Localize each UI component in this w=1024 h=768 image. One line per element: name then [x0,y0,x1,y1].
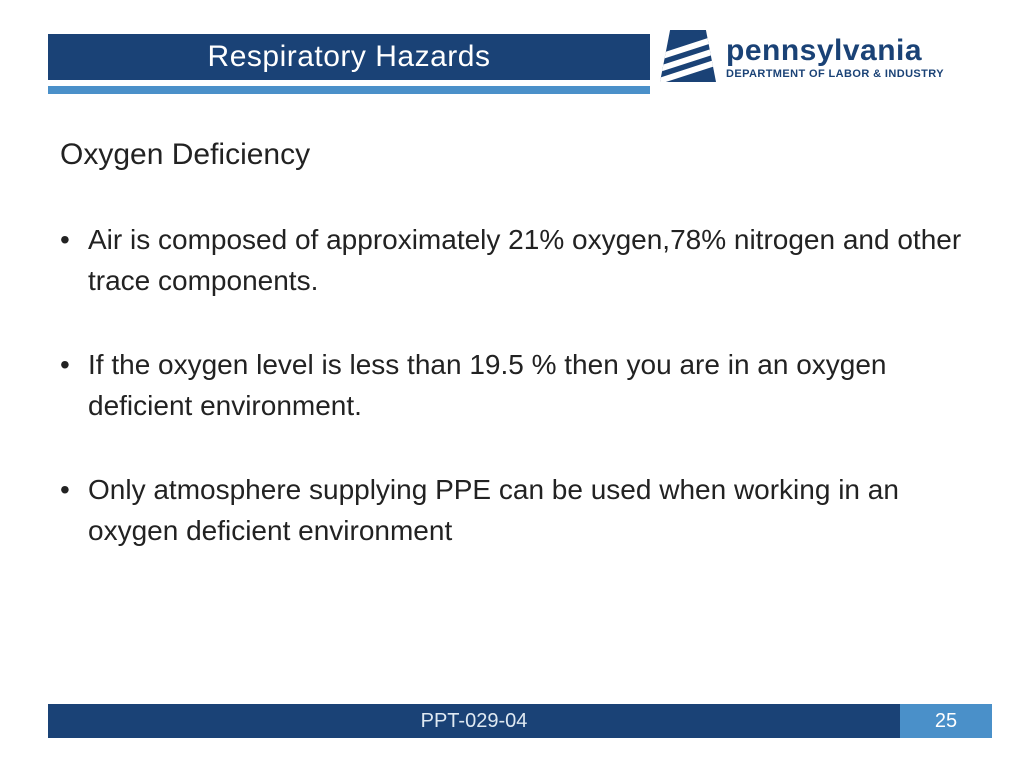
brand-logo: pennsylvania DEPARTMENT OF LABOR & INDUS… [660,30,944,86]
keystone-icon [660,30,716,86]
brand-text: pennsylvania DEPARTMENT OF LABOR & INDUS… [726,35,944,80]
subtitle: Oxygen Deficiency [60,138,976,172]
footer-code: PPT-029-04 [48,704,900,738]
header-band: Respiratory Hazards [48,34,650,80]
slide-title: Respiratory Hazards [208,40,491,74]
page-number: 25 [900,704,992,738]
header-underbar [48,86,650,94]
bullet-item: If the oxygen level is less than 19.5 % … [60,345,976,426]
bullet-list: Air is composed of approximately 21% oxy… [60,220,976,552]
brand-state: pennsylvania [726,35,944,67]
bullet-item: Air is composed of approximately 21% oxy… [60,220,976,301]
brand-department: DEPARTMENT OF LABOR & INDUSTRY [726,69,944,81]
slide-body: Oxygen Deficiency Air is composed of app… [60,138,976,596]
bullet-item: Only atmosphere supplying PPE can be use… [60,470,976,551]
footer: PPT-029-04 25 [48,704,992,738]
slide: Respiratory Hazards pennsylvania DEPARTM… [0,0,1024,768]
